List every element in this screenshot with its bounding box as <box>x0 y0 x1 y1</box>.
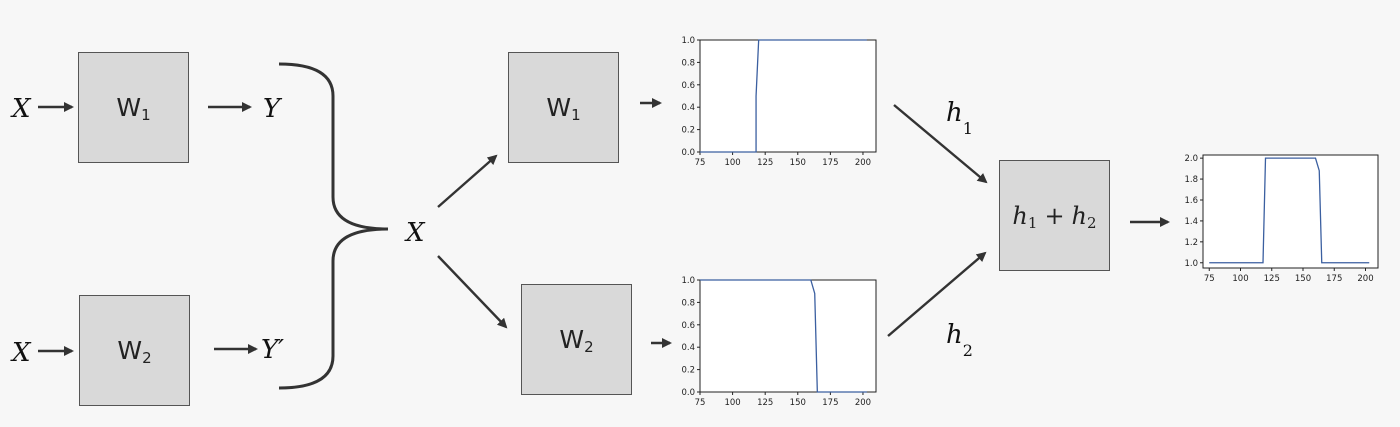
x-tick-label: 200 <box>1357 274 1373 284</box>
y-tick-label: 2.0 <box>1184 154 1198 164</box>
x-tick-label: 175 <box>1326 274 1342 284</box>
x-tick-label: 150 <box>790 158 806 168</box>
x-tick-label: 200 <box>855 398 871 408</box>
x-tick-label: 75 <box>1204 274 1215 284</box>
input-x-top: X <box>12 94 31 124</box>
arrow-x-to-mid-w1 <box>437 154 498 208</box>
y-tick-label: 1.6 <box>1184 196 1198 206</box>
sum-term-b-subscript: 2 <box>1087 213 1097 232</box>
merged-input-x: X <box>406 218 425 248</box>
h2-subscript: 2 <box>962 341 973 361</box>
plot-frame <box>1202 154 1379 269</box>
y-tick-label: 1.4 <box>1184 217 1198 227</box>
h1-label: h1 <box>946 98 973 137</box>
step-up-plot: 75 100 125 150 175 200 0.0 0.2 0.4 0.6 0.8 1.0 <box>666 36 886 171</box>
plot-frame <box>699 39 877 153</box>
y-tick-label: 1.0 <box>681 36 695 46</box>
x-tick-label: 150 <box>1295 274 1311 284</box>
x-tick-label: 200 <box>855 158 871 168</box>
output-y: Y <box>263 94 281 124</box>
box-subscript: 1 <box>571 105 581 124</box>
x-tick-label: 100 <box>724 158 740 168</box>
y-tick-label: 1.0 <box>681 276 695 286</box>
y-tick-label: 0.0 <box>681 148 695 158</box>
bump-plot-svg: 75 100 125 150 175 200 1.0 1.2 1.4 1.6 1.8 2.0 <box>1184 154 1379 284</box>
arrow-h1-to-sum <box>893 104 988 184</box>
y-tick-label: 0.4 <box>681 343 695 353</box>
y-tick-label: 0.2 <box>681 366 695 376</box>
box-label: W <box>546 93 572 122</box>
box-label: W <box>116 93 142 122</box>
input-x-bottom: X <box>12 338 31 368</box>
arrow-h2-to-sum <box>887 251 987 337</box>
y-tick-label: 1.8 <box>1184 175 1198 185</box>
y-tick-label: 1.0 <box>1184 259 1198 269</box>
box-subscript: 2 <box>142 348 152 367</box>
y-tick-label: 0.6 <box>681 321 695 331</box>
step-down-plot-svg: 75 100 125 150 175 200 0.0 0.2 0.4 0.6 0.8 1.0 <box>681 276 877 408</box>
box-label: W <box>559 325 585 354</box>
x-tick-label: 125 <box>757 158 773 168</box>
y-tick-label: 0.0 <box>681 388 695 398</box>
arrow-x-to-mid-w2 <box>437 255 508 329</box>
box-subscript: 2 <box>584 337 594 356</box>
series-line <box>700 39 867 153</box>
box-subscript: 1 <box>141 105 151 124</box>
x-tick-label: 125 <box>757 398 773 408</box>
step-down-plot: 75 100 125 150 175 200 0.0 0.2 0.4 0.6 0.8 1.0 <box>666 276 886 411</box>
x-tick-label: 100 <box>724 398 740 408</box>
series-line <box>700 279 867 393</box>
x-tick-label: 175 <box>822 158 838 168</box>
step-up-plot-svg: 75 100 125 150 175 200 0.0 0.2 0.4 0.6 0.8 1.0 <box>681 36 877 168</box>
y-tick-label: 0.2 <box>681 126 695 136</box>
h1-subscript: 1 <box>962 119 973 139</box>
sum-term-b: h <box>1071 201 1088 230</box>
sum-box: h 1 + h 2 <box>999 160 1110 271</box>
x-tick-label: 75 <box>695 158 706 168</box>
x-tick-label: 150 <box>790 398 806 408</box>
h1-symbol: h <box>946 98 963 128</box>
plot-frame <box>699 279 877 393</box>
box-label: W <box>117 336 143 365</box>
output-y-prime: Y′ <box>261 335 285 365</box>
series-line <box>1209 157 1370 264</box>
h2-label: h2 <box>946 320 973 359</box>
h2-symbol: h <box>946 320 963 350</box>
y-tick-label: 0.4 <box>681 103 695 113</box>
sum-term-a: h <box>1012 201 1028 230</box>
y-tick-label: 0.8 <box>681 58 695 68</box>
x-tick-label: 75 <box>695 398 706 408</box>
y-tick-label: 0.8 <box>681 298 695 308</box>
x-tick-label: 175 <box>822 398 838 408</box>
bump-plot: 75 100 125 150 175 200 1.0 1.2 1.4 1.6 1.8 2.0 <box>1176 150 1386 290</box>
combine-brace <box>278 62 389 390</box>
y-tick-label: 0.6 <box>681 81 695 91</box>
sum-operator: + <box>1044 201 1065 230</box>
sum-term-a-subscript: 1 <box>1027 213 1038 232</box>
x-tick-label: 125 <box>1264 274 1280 284</box>
x-tick-label: 100 <box>1232 274 1248 284</box>
y-tick-label: 1.2 <box>1184 238 1198 248</box>
